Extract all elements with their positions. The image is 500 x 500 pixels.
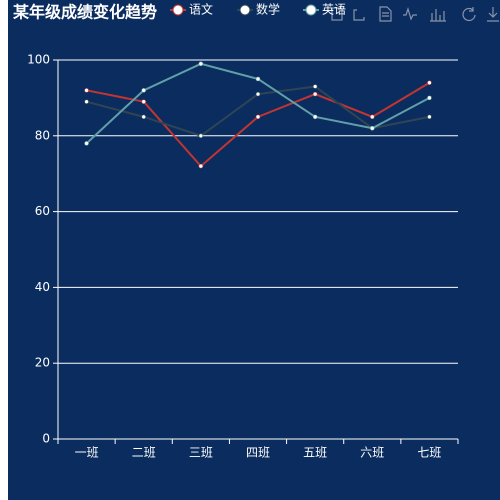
legend-label: 英语 xyxy=(322,3,346,17)
point xyxy=(312,91,318,97)
point xyxy=(312,114,318,120)
point xyxy=(141,114,146,120)
tool-icon[interactable] xyxy=(331,7,343,21)
chart-title: 某年级成绩变化趋势 xyxy=(12,3,157,22)
point xyxy=(84,99,89,104)
legend-label: 数学 xyxy=(256,2,280,17)
legend-marker xyxy=(305,4,317,16)
legend-marker xyxy=(239,4,251,16)
toolbox[interactable] xyxy=(331,6,499,22)
point xyxy=(427,95,432,101)
y-tick-label: 20 xyxy=(35,356,50,370)
tool-icon[interactable] xyxy=(379,6,392,22)
x-tick-label: 三班 xyxy=(189,446,213,460)
x-tick-label: 五班 xyxy=(303,446,327,460)
x-tick-label: 六班 xyxy=(360,446,384,460)
x-tick-label: 一班 xyxy=(75,446,99,460)
point xyxy=(255,114,261,120)
legend-marker xyxy=(172,4,184,16)
point xyxy=(198,133,204,139)
x-tick-label: 七班 xyxy=(417,446,441,460)
point xyxy=(312,84,318,89)
tool-icon[interactable] xyxy=(353,9,365,21)
point xyxy=(84,141,89,146)
legend-label: 语文 xyxy=(189,2,213,17)
y-tick-label: 100 xyxy=(27,53,50,67)
tool-icon[interactable] xyxy=(430,9,446,22)
point xyxy=(84,88,89,93)
point xyxy=(370,125,375,131)
x-tick-label: 四班 xyxy=(246,446,270,460)
point xyxy=(141,99,146,104)
point xyxy=(255,76,261,82)
y-tick-label: 0 xyxy=(42,432,50,446)
point xyxy=(427,80,432,85)
point xyxy=(255,91,261,97)
point xyxy=(141,88,146,93)
tool-icon[interactable] xyxy=(462,7,476,22)
tool-icon[interactable] xyxy=(403,7,417,21)
point xyxy=(370,114,375,120)
x-tick-label: 二班 xyxy=(132,446,156,460)
tool-icon[interactable] xyxy=(487,7,499,22)
y-tick-label: 40 xyxy=(35,280,50,294)
y-tick-label: 60 xyxy=(35,204,50,218)
background xyxy=(8,0,500,500)
y-tick-label: 80 xyxy=(35,128,50,142)
point xyxy=(427,114,432,120)
point xyxy=(198,163,204,169)
point xyxy=(198,61,204,67)
